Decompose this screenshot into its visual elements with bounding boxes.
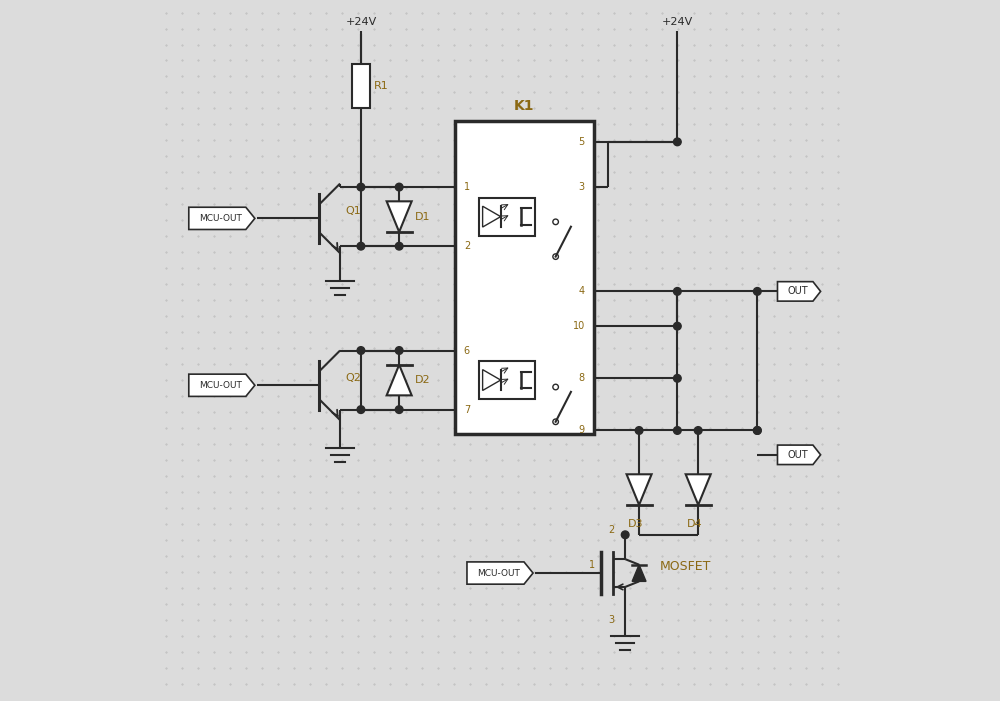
- Bar: [455, 121, 594, 434]
- Polygon shape: [483, 369, 501, 390]
- Text: 10: 10: [573, 321, 585, 331]
- Text: 2: 2: [464, 241, 470, 251]
- Circle shape: [694, 427, 702, 435]
- Circle shape: [674, 138, 681, 146]
- Circle shape: [674, 322, 681, 330]
- Circle shape: [753, 427, 761, 435]
- Text: D3: D3: [628, 519, 643, 529]
- Text: MCU-OUT: MCU-OUT: [477, 569, 520, 578]
- Circle shape: [553, 419, 558, 425]
- Polygon shape: [686, 475, 711, 505]
- Circle shape: [395, 243, 403, 250]
- Circle shape: [753, 287, 761, 295]
- Text: +24V: +24V: [345, 17, 377, 27]
- Circle shape: [674, 287, 681, 295]
- Text: MCU-OUT: MCU-OUT: [199, 214, 242, 223]
- Text: 3: 3: [609, 615, 615, 625]
- Polygon shape: [467, 562, 533, 584]
- Text: 2: 2: [608, 525, 615, 535]
- Circle shape: [674, 427, 681, 435]
- Circle shape: [553, 254, 558, 259]
- Text: Q2: Q2: [345, 374, 361, 383]
- Text: Q1: Q1: [345, 206, 361, 217]
- Text: 1: 1: [589, 559, 595, 570]
- Text: 7: 7: [464, 404, 470, 414]
- Text: MCU-OUT: MCU-OUT: [199, 381, 242, 390]
- Bar: [479, 198, 535, 236]
- Polygon shape: [632, 565, 646, 581]
- Text: 5: 5: [579, 137, 585, 147]
- Circle shape: [635, 427, 643, 435]
- Text: D2: D2: [414, 375, 430, 385]
- Polygon shape: [189, 207, 255, 229]
- Polygon shape: [627, 475, 652, 505]
- Circle shape: [553, 384, 558, 390]
- Text: 9: 9: [579, 426, 585, 435]
- Bar: [352, 64, 370, 109]
- Text: +24V: +24V: [662, 17, 693, 27]
- Circle shape: [674, 374, 681, 382]
- Bar: [479, 361, 535, 399]
- Polygon shape: [189, 374, 255, 396]
- Circle shape: [357, 347, 365, 354]
- Circle shape: [753, 427, 761, 435]
- Polygon shape: [777, 282, 821, 301]
- Polygon shape: [483, 206, 501, 227]
- Text: 1: 1: [464, 182, 470, 192]
- Text: OUT: OUT: [787, 287, 808, 297]
- Circle shape: [395, 183, 403, 191]
- Text: OUT: OUT: [787, 450, 808, 460]
- Polygon shape: [387, 201, 412, 232]
- Circle shape: [357, 243, 365, 250]
- Circle shape: [553, 219, 558, 224]
- Circle shape: [621, 531, 629, 538]
- Circle shape: [395, 406, 403, 414]
- Circle shape: [395, 347, 403, 354]
- Text: K1: K1: [514, 99, 535, 113]
- Circle shape: [357, 406, 365, 414]
- Polygon shape: [387, 365, 412, 395]
- Text: 8: 8: [579, 374, 585, 383]
- Circle shape: [357, 183, 365, 191]
- Polygon shape: [777, 445, 821, 465]
- Text: 3: 3: [579, 182, 585, 192]
- Text: R1: R1: [373, 81, 388, 91]
- Text: D1: D1: [414, 212, 430, 222]
- Text: MOSFET: MOSFET: [660, 559, 711, 573]
- Text: 4: 4: [579, 287, 585, 297]
- Text: D4: D4: [687, 519, 703, 529]
- Text: 6: 6: [464, 346, 470, 355]
